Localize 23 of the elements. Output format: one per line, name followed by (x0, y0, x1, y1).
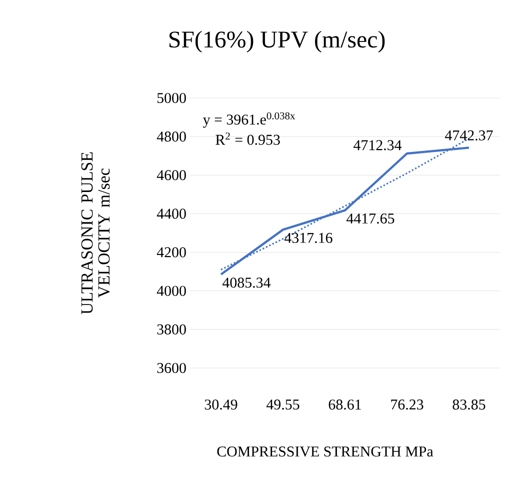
x-tick-label: 83.85 (452, 400, 486, 410)
y-axis-title: ULTRASONIC PULSE VELOCITY m/sec (81, 152, 110, 314)
data-label: 4085.34 (222, 278, 271, 288)
x-axis-title: COMPRESSIVE STRENGTH MPa (217, 446, 434, 457)
data-label: 4712.34 (354, 140, 402, 150)
y-tick-label: 4400 (156, 208, 186, 219)
x-tick-label: 49.55 (266, 400, 300, 410)
y-tick-label: 4000 (156, 286, 186, 296)
y-tick-label: 4800 (156, 132, 186, 142)
annotation: R$^{2}$ = 0.953 (216, 132, 280, 145)
x-tick-label: 30.49 (204, 400, 238, 410)
y-tick-label: 4200 (156, 247, 186, 258)
chart-title: SF(16%) UPV (m/sec) (169, 30, 385, 53)
x-tick-label: 68.61 (328, 400, 361, 410)
y-tick-label: 3800 (157, 324, 186, 334)
y-tick-label: 5000 (157, 92, 186, 104)
data-label: 4742.37 (445, 130, 493, 140)
data-label: 4317.16 (284, 232, 332, 244)
y-tick-label: 4600 (156, 170, 186, 180)
x-tick-label: 76.23 (391, 400, 424, 410)
data-label: 4417.65 (346, 214, 394, 224)
y-tick-label: 3600 (157, 362, 186, 374)
annotation: y = 3961.e$^{0.038x}$ (203, 112, 296, 128)
